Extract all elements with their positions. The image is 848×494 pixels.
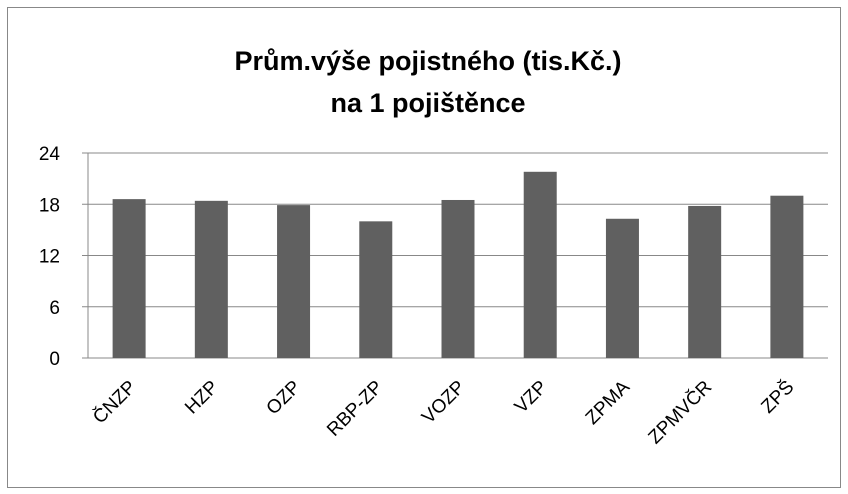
bar bbox=[523, 171, 557, 358]
chart-title: na 1 pojištěnce bbox=[330, 88, 525, 118]
y-tick-label: 0 bbox=[49, 349, 60, 370]
chart-title: Prům.výše pojistného (tis.Kč.) bbox=[234, 46, 621, 76]
y-tick-label: 12 bbox=[39, 247, 60, 268]
bar bbox=[359, 221, 393, 358]
bar bbox=[770, 195, 804, 358]
bar bbox=[194, 200, 228, 358]
bar bbox=[112, 199, 146, 358]
bar bbox=[688, 205, 722, 358]
y-tick-label: 6 bbox=[49, 298, 60, 319]
bar bbox=[441, 199, 475, 358]
bar bbox=[277, 205, 311, 358]
y-tick-label: 18 bbox=[39, 195, 60, 216]
bar bbox=[605, 218, 639, 358]
y-tick-label: 24 bbox=[39, 144, 61, 165]
